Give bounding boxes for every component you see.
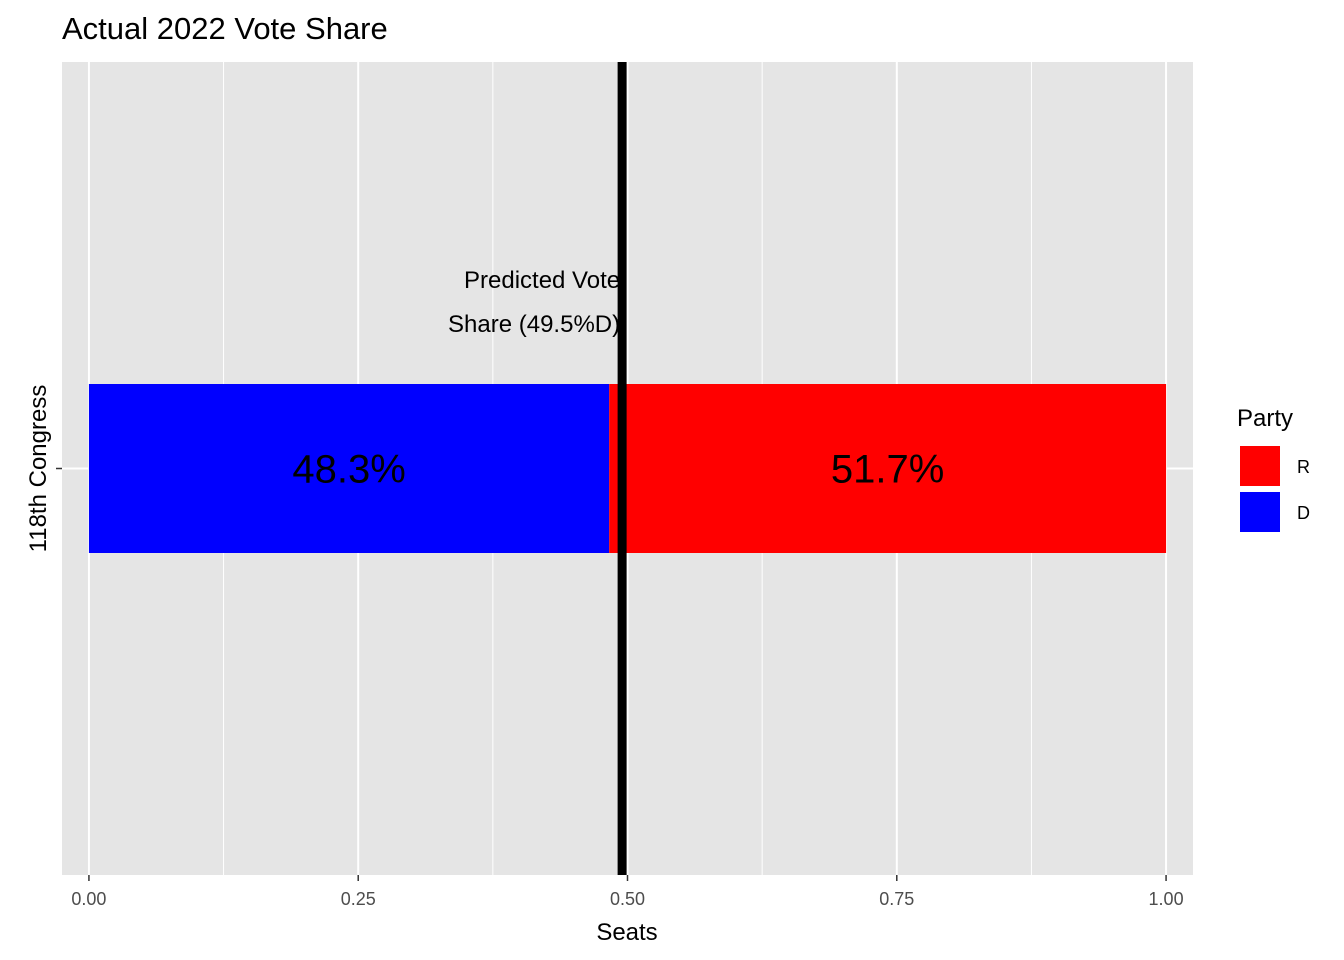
y-category-label: 118th Congress [25, 385, 52, 553]
legend-key-d [1238, 490, 1282, 534]
legend-key-r [1238, 444, 1282, 488]
x-tick-label: 0.75 [879, 889, 914, 909]
chart-title: Actual 2022 Vote Share [62, 11, 388, 46]
x-tick-label: 0.00 [71, 889, 106, 909]
bar-label-d: 48.3% [292, 448, 405, 492]
bar-r [609, 384, 1167, 553]
y-axis-ticks: 118th Congress [25, 385, 62, 553]
legend-label-d: D [1297, 503, 1310, 523]
legend: Party R D [1237, 405, 1310, 534]
x-axis-ticks: 0.00 0.25 0.50 0.75 1.00 [71, 875, 1184, 909]
legend-title: Party [1237, 405, 1293, 432]
x-tick-label: 0.50 [610, 889, 645, 909]
legend-label-r: R [1297, 457, 1310, 477]
bar-labels: 48.3% 51.7% [292, 448, 944, 492]
x-tick-label: 1.00 [1149, 889, 1184, 909]
bar-d [88, 384, 610, 553]
bars [88, 384, 1167, 553]
annotation-line: Predicted Vote [464, 267, 620, 294]
bar-label-r: 51.7% [831, 448, 944, 492]
x-axis-title: Seats [596, 919, 657, 946]
reference-annotation: Predicted Vote Share (49.5%D) [448, 267, 620, 338]
x-tick-label: 0.25 [341, 889, 376, 909]
annotation-line: Share (49.5%D) [448, 311, 620, 338]
